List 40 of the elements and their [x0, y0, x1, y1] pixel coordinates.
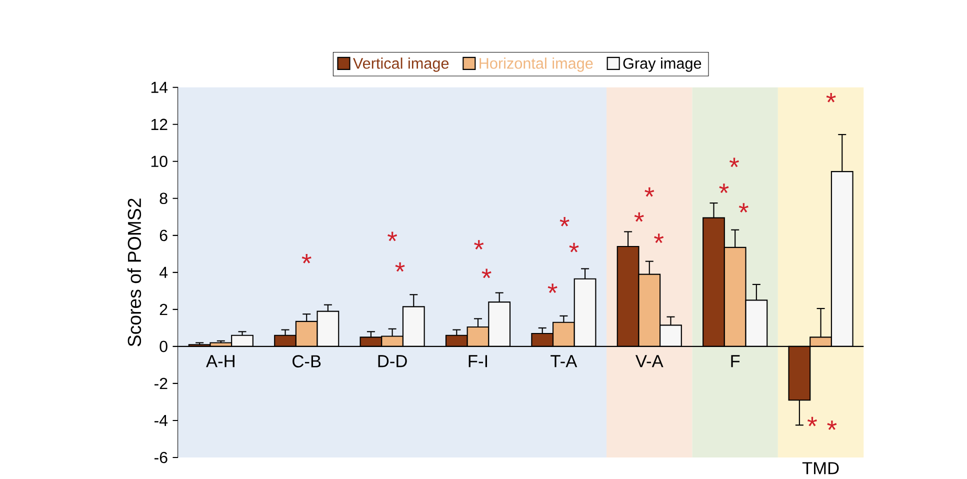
x-tick-label: F: [731, 355, 740, 368]
annotation: *: [644, 188, 654, 197]
x-tick-label: A-H: [206, 355, 234, 368]
annotation: *: [560, 217, 570, 227]
annotation: *: [302, 254, 312, 264]
y-tick-label: 10: [151, 156, 168, 168]
legend-label: Gray image: [623, 58, 702, 72]
annotation: *: [548, 284, 558, 294]
annotation: *: [827, 420, 837, 430]
y-tick-label: 6: [160, 230, 168, 242]
x-tick-label: D-D: [378, 355, 407, 368]
x-tick-label: TMD: [802, 462, 839, 474]
y-tick-label: -4: [154, 415, 168, 426]
annotation: *: [729, 158, 739, 168]
y-axis-title: Scores of POMS2: [127, 198, 142, 346]
x-tick-label: V-A: [636, 355, 664, 368]
annotation: *: [388, 232, 398, 242]
x-tick-label: F-I: [468, 355, 487, 368]
annotation: *: [569, 243, 579, 252]
annotation: *: [807, 417, 817, 426]
y-tick-label: 8: [160, 192, 168, 204]
legend-label: Horizontal image: [480, 58, 593, 72]
annotation: *: [719, 184, 729, 194]
y-tick-label: 2: [160, 304, 168, 316]
y-tick-label: 14: [151, 82, 168, 94]
annotation: *: [738, 203, 748, 213]
annotation: *: [654, 234, 664, 244]
y-tick-label: 12: [151, 118, 168, 130]
annotation: *: [395, 262, 405, 272]
annotation: *: [826, 93, 836, 103]
x-tick-label: T-A: [550, 355, 578, 368]
annotation: *: [634, 212, 644, 222]
annotation: *: [482, 269, 492, 278]
legend-label: Vertical image: [353, 58, 449, 72]
x-tick-label: C-B: [292, 355, 321, 368]
y-tick-label: 4: [159, 267, 168, 278]
y-tick-label: -6: [154, 452, 168, 464]
annotation: *: [474, 240, 484, 250]
y-tick-label: -2: [154, 378, 168, 390]
y-tick-label: 0: [160, 340, 168, 352]
